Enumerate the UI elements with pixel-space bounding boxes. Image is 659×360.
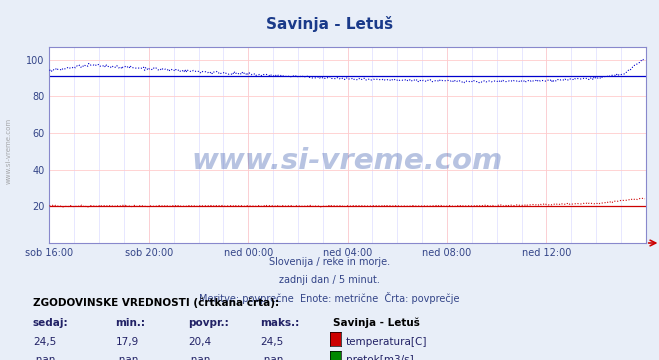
Text: -nan: -nan <box>115 355 138 360</box>
Text: 20,4: 20,4 <box>188 337 211 347</box>
Text: ZGODOVINSKE VREDNOSTI (črtkana črta):: ZGODOVINSKE VREDNOSTI (črtkana črta): <box>33 297 279 307</box>
Text: pretok[m3/s]: pretok[m3/s] <box>346 355 414 360</box>
Text: www.si-vreme.com: www.si-vreme.com <box>192 147 503 175</box>
Text: maks.:: maks.: <box>260 318 300 328</box>
Text: Savinja - Letuš: Savinja - Letuš <box>266 16 393 32</box>
Text: temperatura[C]: temperatura[C] <box>346 337 428 347</box>
Text: povpr.:: povpr.: <box>188 318 229 328</box>
Text: Slovenija / reke in morje.: Slovenija / reke in morje. <box>269 257 390 267</box>
Text: 24,5: 24,5 <box>33 337 56 347</box>
Text: 24,5: 24,5 <box>260 337 283 347</box>
Text: www.si-vreme.com: www.si-vreme.com <box>5 118 12 184</box>
Text: 17,9: 17,9 <box>115 337 138 347</box>
Text: sedaj:: sedaj: <box>33 318 69 328</box>
Text: min.:: min.: <box>115 318 146 328</box>
Text: Meritve: povprečne  Enote: metrične  Črta: povprečje: Meritve: povprečne Enote: metrične Črta:… <box>199 292 460 304</box>
Text: -nan: -nan <box>188 355 211 360</box>
Text: -nan: -nan <box>33 355 56 360</box>
Text: zadnji dan / 5 minut.: zadnji dan / 5 minut. <box>279 275 380 285</box>
Text: -nan: -nan <box>260 355 283 360</box>
Text: Savinja - Letuš: Savinja - Letuš <box>333 318 420 328</box>
